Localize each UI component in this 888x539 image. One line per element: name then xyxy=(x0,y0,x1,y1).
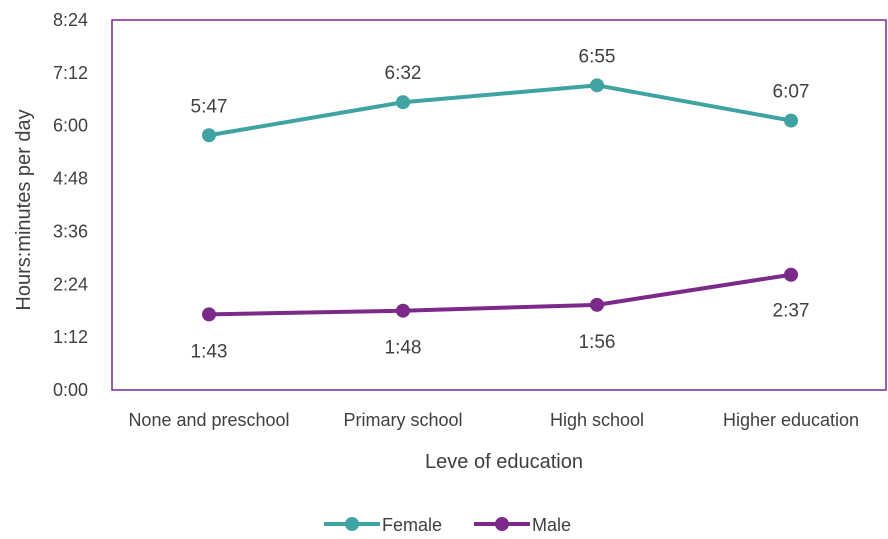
legend: Female Male xyxy=(324,515,571,535)
data-point xyxy=(784,113,798,128)
y-tick-label: 1:12 xyxy=(53,327,88,347)
plot-area xyxy=(111,19,887,391)
y-axis-title: Hours:minutes per day xyxy=(13,109,35,310)
data-point xyxy=(396,95,410,110)
legend-label: Female xyxy=(382,515,442,535)
data-label: 1:56 xyxy=(579,332,616,353)
y-tick-label: 8:24 xyxy=(53,10,88,30)
data-label: 1:48 xyxy=(385,338,422,359)
y-tick-label: 3:36 xyxy=(53,221,88,241)
legend-item-male: Male xyxy=(474,515,571,535)
data-label: 2:37 xyxy=(773,301,810,322)
y-tick-label: 6:00 xyxy=(53,116,88,136)
data-label: 6:32 xyxy=(385,63,422,84)
x-axis-title: Leve of education xyxy=(425,451,583,473)
y-tick-label: 7:12 xyxy=(53,63,88,83)
data-point xyxy=(396,303,410,318)
series-male: 1:43 1:48 1:56 2:37 xyxy=(191,267,810,362)
data-point xyxy=(590,78,604,93)
data-label: 6:07 xyxy=(773,82,810,103)
plot-border xyxy=(111,19,887,391)
x-axis-ticks: None and preschool Primary school High sch… xyxy=(128,410,859,430)
legend-label: Male xyxy=(532,515,571,535)
series-line xyxy=(207,272,793,317)
data-point xyxy=(590,297,604,312)
y-tick-label: 4:48 xyxy=(53,169,88,189)
x-tick-label: None and preschool xyxy=(128,410,289,430)
legend-marker xyxy=(495,517,509,531)
series-line xyxy=(207,83,793,138)
data-point xyxy=(784,267,798,282)
y-tick-label: 0:00 xyxy=(53,380,88,400)
data-label: 6:55 xyxy=(579,46,616,67)
series-female: 5:47 6:32 6:55 6:07 xyxy=(191,46,810,143)
legend-marker xyxy=(345,517,359,531)
data-label: 5:47 xyxy=(191,96,228,117)
y-tick-label: 2:24 xyxy=(53,274,88,294)
x-tick-label: High school xyxy=(550,410,644,430)
legend-item-female: Female xyxy=(324,515,442,535)
series-layer: 5:47 6:32 6:55 6:07 1:43 1:48 1:56 2:37 xyxy=(191,46,810,362)
data-label: 1:43 xyxy=(191,341,228,362)
x-tick-label: Higher education xyxy=(723,410,859,430)
x-tick-label: Primary school xyxy=(343,410,462,430)
data-point xyxy=(202,307,216,322)
y-axis-ticks: 0:00 1:12 2:24 3:36 4:48 6:00 7:12 8:24 xyxy=(53,10,88,400)
data-point xyxy=(202,128,216,143)
